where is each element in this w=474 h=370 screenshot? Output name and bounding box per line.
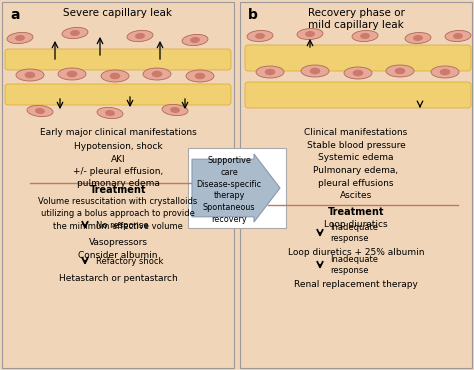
- Text: Inadequate
response: Inadequate response: [330, 255, 378, 275]
- Text: Renal replacement therapy: Renal replacement therapy: [294, 280, 418, 289]
- FancyBboxPatch shape: [188, 148, 286, 228]
- Text: Stable blood pressure
Systemic edema
Pulmonary edema,
pleural effusions
Ascites: Stable blood pressure Systemic edema Pul…: [307, 141, 405, 200]
- Ellipse shape: [35, 108, 45, 114]
- Text: Early major clinical manifestations: Early major clinical manifestations: [40, 128, 196, 137]
- Ellipse shape: [152, 71, 162, 77]
- Ellipse shape: [453, 33, 463, 39]
- Text: Recovery phase or
mild capillary leak: Recovery phase or mild capillary leak: [308, 8, 404, 30]
- Ellipse shape: [360, 33, 370, 39]
- Text: Hetastarch or pentastarch: Hetastarch or pentastarch: [59, 274, 177, 283]
- Text: Hypotension, shock
AKI
+/- pleural effusion,
pulmonary edema: Hypotension, shock AKI +/- pleural effus…: [73, 142, 163, 188]
- Text: Refactory shock: Refactory shock: [96, 256, 164, 266]
- Ellipse shape: [15, 35, 25, 41]
- Ellipse shape: [25, 72, 36, 78]
- Ellipse shape: [413, 35, 423, 41]
- Ellipse shape: [58, 68, 86, 80]
- Ellipse shape: [310, 68, 320, 74]
- Ellipse shape: [195, 73, 205, 79]
- FancyBboxPatch shape: [2, 2, 234, 368]
- Ellipse shape: [190, 37, 200, 43]
- Ellipse shape: [344, 67, 372, 79]
- Text: b: b: [248, 8, 258, 22]
- Ellipse shape: [105, 110, 115, 116]
- FancyBboxPatch shape: [5, 84, 231, 105]
- Ellipse shape: [386, 65, 414, 77]
- Ellipse shape: [256, 66, 284, 78]
- Ellipse shape: [16, 69, 44, 81]
- Ellipse shape: [264, 69, 275, 75]
- Ellipse shape: [162, 104, 188, 115]
- Ellipse shape: [101, 70, 129, 82]
- Ellipse shape: [353, 70, 363, 76]
- Ellipse shape: [182, 34, 208, 46]
- FancyBboxPatch shape: [5, 49, 231, 70]
- Ellipse shape: [186, 70, 214, 82]
- Text: Severe capillary leak: Severe capillary leak: [64, 8, 173, 18]
- Ellipse shape: [445, 30, 471, 41]
- Text: Inadequate
response: Inadequate response: [330, 223, 378, 243]
- Ellipse shape: [431, 66, 459, 78]
- FancyBboxPatch shape: [245, 45, 471, 71]
- FancyBboxPatch shape: [240, 2, 472, 368]
- FancyBboxPatch shape: [245, 82, 471, 108]
- Ellipse shape: [67, 71, 77, 77]
- Text: Volume resuscitation with crystalloids
utilizing a bolus approach to provide
the: Volume resuscitation with crystalloids u…: [38, 197, 198, 231]
- Ellipse shape: [305, 31, 315, 37]
- Ellipse shape: [143, 68, 171, 80]
- Ellipse shape: [247, 30, 273, 41]
- FancyArrow shape: [192, 154, 280, 222]
- Ellipse shape: [7, 33, 33, 44]
- Text: Loop diuretics + 25% albumin: Loop diuretics + 25% albumin: [288, 248, 424, 257]
- Ellipse shape: [109, 73, 120, 79]
- Ellipse shape: [255, 33, 265, 39]
- Text: a: a: [10, 8, 19, 22]
- Ellipse shape: [27, 105, 53, 117]
- Ellipse shape: [127, 30, 153, 41]
- Ellipse shape: [297, 28, 323, 40]
- Text: Clinical manifestations: Clinical manifestations: [304, 128, 408, 137]
- Ellipse shape: [97, 107, 123, 119]
- Ellipse shape: [395, 68, 405, 74]
- Ellipse shape: [440, 69, 450, 75]
- Text: Treatment: Treatment: [90, 185, 146, 195]
- Text: Loop diuretics: Loop diuretics: [324, 220, 388, 229]
- Ellipse shape: [70, 30, 80, 36]
- Ellipse shape: [301, 65, 329, 77]
- Ellipse shape: [62, 27, 88, 38]
- Text: No response: No response: [96, 221, 149, 229]
- Ellipse shape: [135, 33, 145, 39]
- Text: Vasopressors
Consider albumin: Vasopressors Consider albumin: [78, 238, 158, 259]
- Ellipse shape: [405, 33, 431, 44]
- Text: Supportive
care
Disease-specific
therapy
Spontaneous
recovery: Supportive care Disease-specific therapy…: [197, 156, 262, 224]
- Ellipse shape: [170, 107, 180, 113]
- Ellipse shape: [352, 30, 378, 41]
- Text: Treatment: Treatment: [328, 207, 384, 217]
